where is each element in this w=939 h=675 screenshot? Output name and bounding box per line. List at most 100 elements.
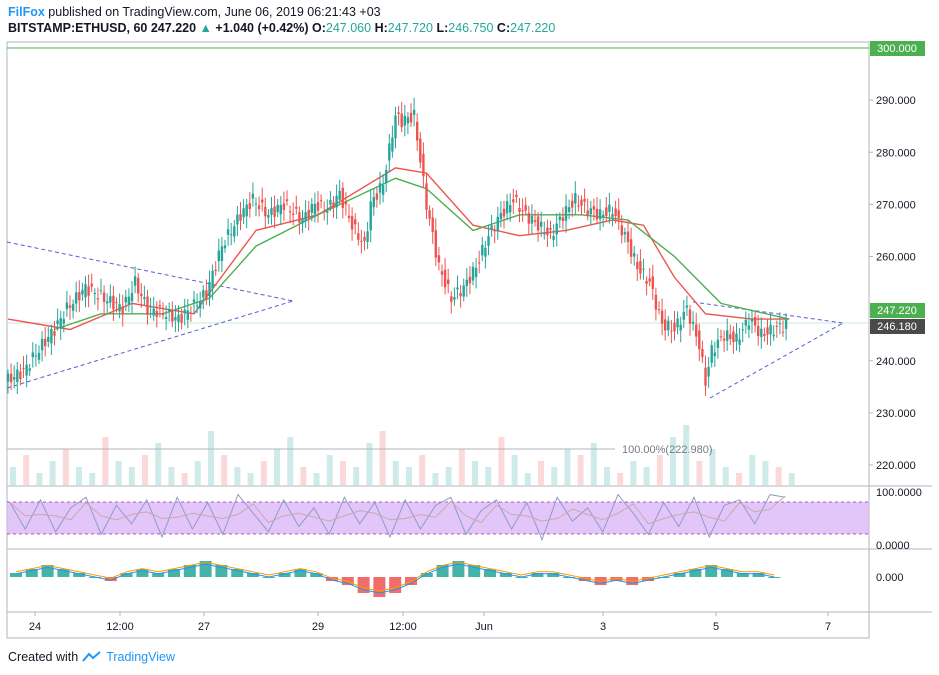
candle-body bbox=[180, 313, 183, 323]
price-change: +1.040 (+0.42%) bbox=[215, 21, 309, 35]
candle-body bbox=[19, 371, 22, 380]
fib-label: 100.00%(222.980) bbox=[622, 444, 713, 456]
candle-body bbox=[372, 197, 375, 208]
candle-body bbox=[484, 247, 487, 257]
candle-body bbox=[781, 331, 785, 333]
candle-body bbox=[614, 208, 617, 217]
candle-body bbox=[512, 199, 515, 203]
publish-line: FilFox published on TradingView.com, Jun… bbox=[8, 4, 555, 20]
candle-body bbox=[217, 250, 220, 262]
tradingview-link[interactable]: TradingView bbox=[106, 650, 175, 664]
candle-body bbox=[109, 296, 112, 303]
volume-bar bbox=[590, 443, 597, 485]
time-axis: 24 12:00 27 29 12:00 Jun 3 5 7 bbox=[29, 612, 831, 633]
candle-body bbox=[775, 325, 778, 327]
candle-body bbox=[34, 355, 38, 357]
macd-hist-bar bbox=[721, 569, 733, 577]
candle-body bbox=[741, 329, 744, 331]
candle-body bbox=[347, 215, 351, 219]
footer: Created with TradingView bbox=[8, 650, 175, 664]
candle-body bbox=[595, 208, 599, 220]
last-price: 247.220 bbox=[150, 21, 197, 35]
candle-body bbox=[292, 213, 295, 215]
candle-body bbox=[533, 220, 537, 222]
stoch-bottom-label: 0.0000 bbox=[876, 540, 910, 552]
triangle-upper-trendline bbox=[6, 241, 294, 302]
volume-bar bbox=[366, 443, 373, 485]
candle-body bbox=[778, 323, 782, 325]
candle-body bbox=[174, 317, 177, 321]
candle-body bbox=[369, 201, 372, 231]
candle-body bbox=[239, 213, 242, 221]
triangle-lower-trendline bbox=[6, 300, 294, 389]
macd-hist-bar bbox=[610, 577, 623, 581]
candle-body bbox=[354, 219, 357, 225]
candle-body bbox=[282, 203, 286, 210]
candle-body bbox=[425, 183, 428, 210]
price-tick-label: 230.000 bbox=[876, 408, 916, 420]
volume-bar bbox=[788, 473, 795, 485]
macd-hist-bar bbox=[436, 565, 449, 577]
candle-body bbox=[487, 236, 490, 246]
candle-body bbox=[620, 225, 623, 236]
symbol-name[interactable]: BITSTAMP:ETHUSD, 60 bbox=[8, 21, 148, 35]
candle-body bbox=[326, 211, 329, 213]
candles bbox=[6, 97, 788, 396]
stoch-k-line bbox=[9, 493, 786, 542]
high-value: 247.720 bbox=[387, 21, 433, 35]
macd-hist-bar bbox=[736, 573, 749, 577]
candle-body bbox=[211, 270, 214, 289]
candle-body bbox=[236, 214, 239, 225]
candle-body bbox=[574, 192, 577, 204]
volume-bar bbox=[696, 461, 703, 485]
candle-body bbox=[391, 137, 394, 152]
candle-body bbox=[729, 334, 732, 339]
candle-body bbox=[106, 301, 109, 304]
candle-body bbox=[323, 210, 326, 212]
candle-body bbox=[338, 190, 341, 200]
candle-body bbox=[772, 334, 775, 337]
candle-body bbox=[679, 324, 682, 331]
candle-body bbox=[102, 292, 106, 302]
volume-bar bbox=[234, 467, 241, 485]
candle-body bbox=[152, 308, 155, 316]
trendlines[interactable] bbox=[6, 241, 844, 399]
candle-body bbox=[220, 246, 224, 261]
candle-body bbox=[481, 245, 484, 256]
candle-body bbox=[478, 262, 481, 264]
candle-body bbox=[617, 210, 620, 218]
stoch-lines bbox=[9, 493, 786, 542]
macd-hist-bar bbox=[499, 573, 512, 577]
volume-bar bbox=[432, 473, 439, 485]
candle-body bbox=[490, 225, 493, 230]
candle-body bbox=[6, 373, 10, 382]
time-tick-label: 29 bbox=[312, 621, 324, 633]
author-name[interactable]: FilFox bbox=[8, 5, 45, 19]
time-tick-label: 27 bbox=[198, 621, 210, 633]
candle-body bbox=[124, 296, 127, 303]
price-tick-label: 270.000 bbox=[876, 199, 916, 211]
candle-body bbox=[22, 367, 25, 369]
candle-body bbox=[509, 205, 512, 213]
volume-bar bbox=[458, 449, 465, 485]
candle-body bbox=[719, 336, 723, 338]
candle-body bbox=[586, 210, 589, 216]
candle-body bbox=[332, 202, 335, 208]
macd-hist-bar bbox=[578, 577, 591, 581]
candle-body bbox=[202, 290, 205, 298]
ma-slow-line bbox=[54, 177, 790, 331]
volume-bar bbox=[683, 425, 690, 485]
candle-body bbox=[440, 271, 444, 275]
volume-bar bbox=[656, 455, 663, 485]
candle-body bbox=[571, 200, 574, 208]
candle-body bbox=[130, 292, 134, 302]
volume-bar bbox=[142, 455, 148, 485]
low-value: 246.750 bbox=[448, 21, 494, 35]
candle-body bbox=[78, 292, 81, 301]
volume-bar bbox=[247, 473, 254, 485]
candle-body bbox=[577, 205, 580, 207]
candle-body bbox=[580, 199, 583, 206]
candle-body bbox=[605, 207, 608, 216]
macd-hist-bar bbox=[705, 565, 718, 577]
